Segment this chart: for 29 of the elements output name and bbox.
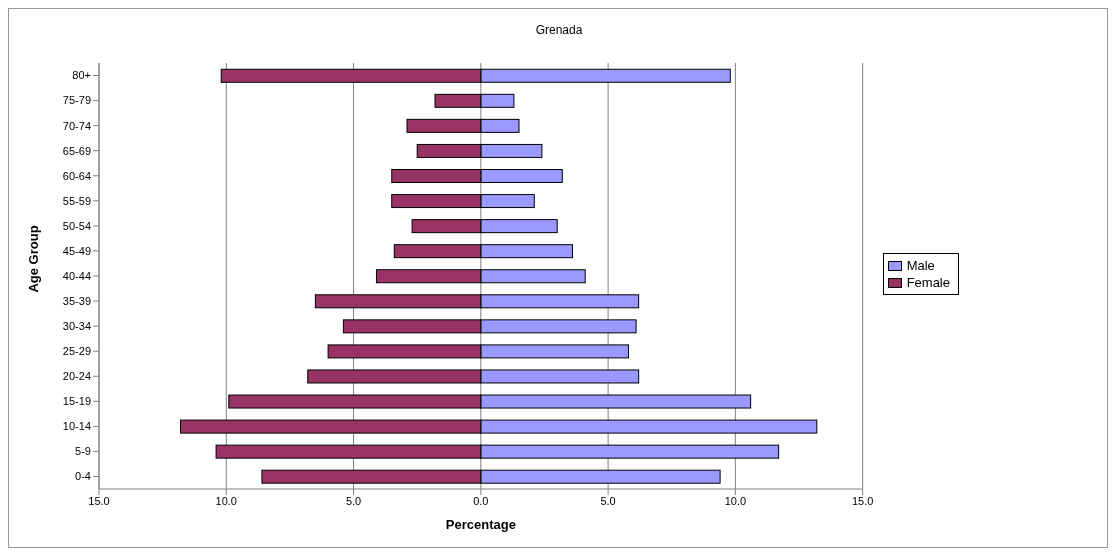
y-tick-label: 25-29 — [62, 345, 91, 358]
y-tick-label: 50-54 — [62, 219, 91, 232]
x-tick-label: 5.0 — [345, 494, 362, 507]
y-tick-label: 5-9 — [75, 445, 91, 458]
legend-label: Female — [905, 274, 950, 291]
y-tick-label: 35-39 — [62, 294, 91, 307]
y-tick-label: 55-59 — [62, 194, 91, 207]
y-tick-label: 40-44 — [62, 269, 91, 282]
y-tick-label: 70-74 — [62, 119, 91, 132]
y-tick-label: 75-79 — [62, 94, 91, 107]
x-tick-label: 10.0 — [724, 494, 747, 507]
x-tick-label: 0.0 — [473, 494, 489, 507]
y-tick-label: 65-69 — [62, 144, 91, 157]
chart-title: Grenada — [534, 23, 584, 37]
y-axis-title: Age Group — [25, 225, 41, 293]
y-tick-label: 30-34 — [62, 320, 91, 333]
y-tick-label: 80+ — [72, 69, 91, 82]
y-tick-label: 10-14 — [62, 420, 91, 433]
x-tick-label: 15.0 — [88, 494, 110, 507]
x-tick-label: 5.0 — [600, 494, 616, 507]
y-tick-label: 0-4 — [75, 470, 91, 483]
x-axis-title: Percentage — [445, 517, 516, 532]
y-tick-label: 60-64 — [62, 169, 91, 182]
y-tick-label: 45-49 — [62, 244, 91, 257]
x-tick-label: 10.0 — [215, 494, 237, 507]
y-tick-label: 20-24 — [62, 370, 91, 383]
y-tick-label: 15-19 — [62, 395, 91, 408]
x-tick-label: 15.0 — [851, 494, 874, 507]
legend-label: Male — [905, 257, 936, 274]
